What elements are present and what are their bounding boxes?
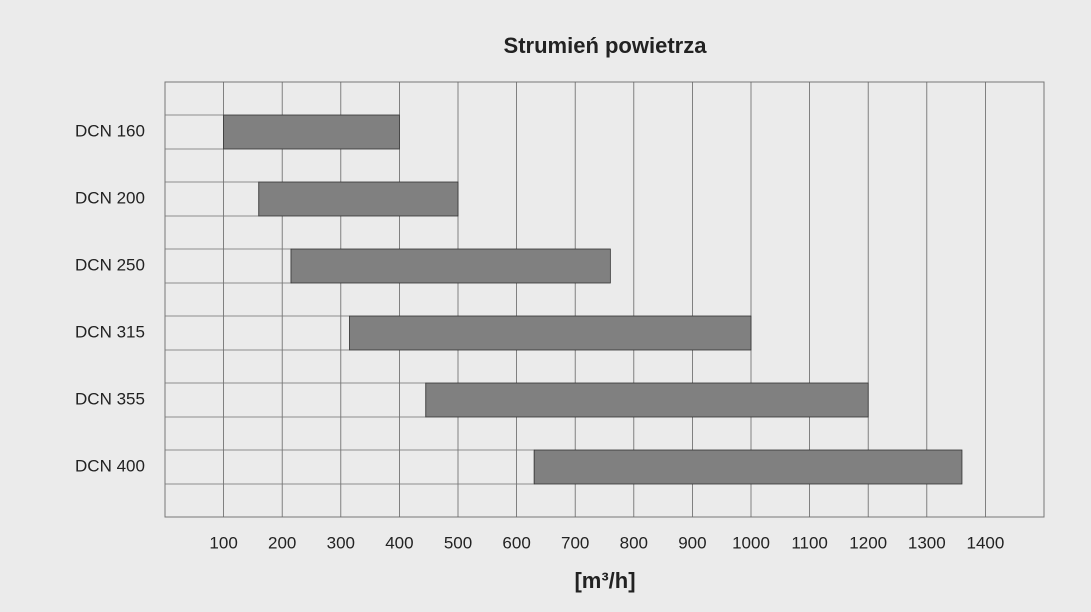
y-tick-label: DCN 400	[75, 456, 145, 475]
x-tick-label: 1400	[966, 533, 1004, 552]
bar	[349, 315, 752, 351]
y-tick-label: DCN 160	[75, 121, 145, 140]
x-tick-label: 400	[385, 533, 413, 552]
x-tick-label: 700	[561, 533, 589, 552]
y-tick-label: DCN 315	[75, 322, 145, 341]
bar	[258, 181, 459, 217]
y-tick-label: DCN 250	[75, 255, 145, 274]
x-tick-label: 1300	[908, 533, 946, 552]
bar	[533, 449, 963, 485]
bar	[425, 382, 869, 418]
chart-title: Strumień powietrza	[504, 33, 708, 58]
x-tick-label: 600	[502, 533, 530, 552]
x-tick-label: 1200	[849, 533, 887, 552]
x-tick-label: 800	[620, 533, 648, 552]
bar	[223, 114, 400, 150]
bar	[290, 248, 611, 284]
x-tick-label: 100	[209, 533, 237, 552]
x-tick-label: 900	[678, 533, 706, 552]
x-tick-label: 300	[327, 533, 355, 552]
plot-area	[164, 81, 1045, 518]
x-axis-label: [m³/h]	[574, 568, 635, 593]
x-tick-label: 200	[268, 533, 296, 552]
y-tick-label: DCN 200	[75, 188, 145, 207]
x-tick-label: 1000	[732, 533, 770, 552]
x-tick-label: 500	[444, 533, 472, 552]
x-tick-label: 1100	[791, 533, 828, 552]
y-tick-label: DCN 355	[75, 389, 145, 408]
